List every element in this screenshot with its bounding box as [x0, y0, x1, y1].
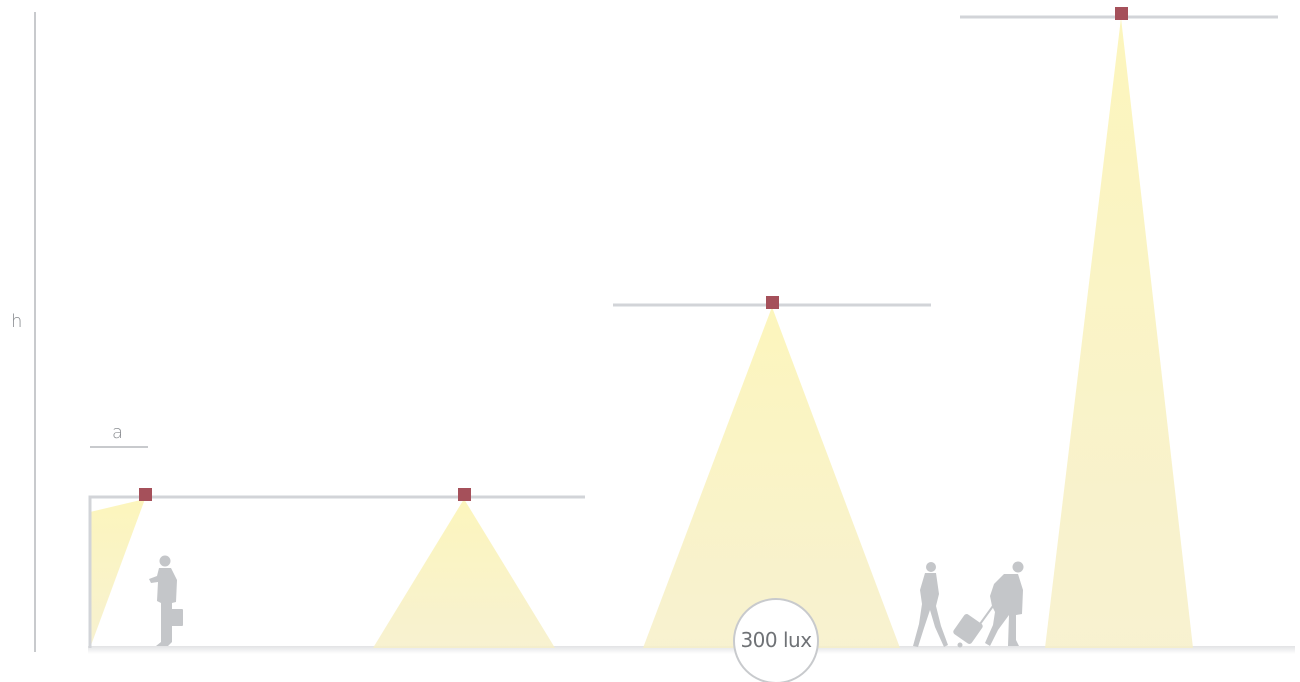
illuminance-badge — [733, 598, 819, 682]
low-ceiling-with-wall — [88, 495, 585, 648]
walking-person-icon — [913, 562, 948, 647]
light-beam-wall-washer — [90, 499, 145, 648]
square-luminaire-icon — [1115, 7, 1128, 20]
person-with-briefcase-icon — [149, 555, 183, 646]
illuminance-value: 300 lux — [740, 628, 812, 652]
square-luminaire-icon — [458, 488, 471, 501]
spacing-label: a — [112, 422, 124, 443]
light-beam-medium-ceiling — [643, 307, 900, 648]
height-label: h — [11, 311, 23, 332]
light-beam-low-ceiling — [373, 499, 555, 648]
light-beam-high-ceiling — [1045, 18, 1193, 648]
floor — [88, 646, 1295, 654]
traveler-with-suitcase-icon — [953, 561, 1024, 648]
square-luminaire-icon — [766, 296, 779, 309]
square-luminaire-icon — [139, 488, 152, 501]
